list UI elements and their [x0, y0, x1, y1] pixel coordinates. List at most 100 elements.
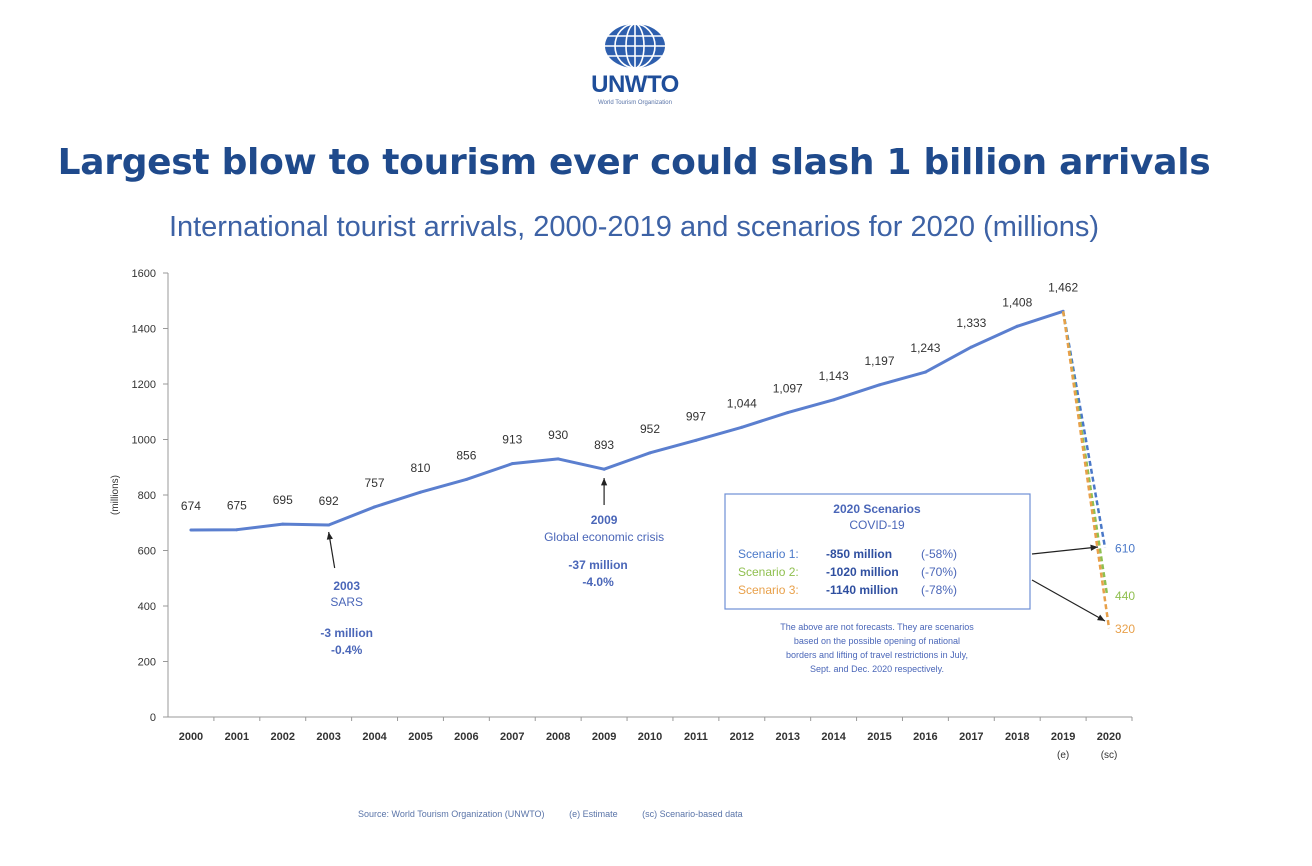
data-label: 930 — [548, 428, 568, 442]
x-tick-label: 2009 — [592, 731, 616, 743]
scenario-note-line: based on the possible opening of nationa… — [794, 636, 960, 646]
data-point — [327, 523, 331, 527]
y-tick-label: 1400 — [132, 324, 156, 336]
unwto-logo: UNWTO World Tourism Organization — [583, 22, 687, 114]
data-point — [373, 505, 377, 509]
data-label: 893 — [594, 438, 614, 452]
data-point — [464, 477, 468, 481]
data-label: 1,333 — [956, 316, 986, 330]
data-label: 675 — [227, 499, 247, 513]
scenario-arrow-1-head — [1090, 544, 1098, 551]
y-tick-label: 200 — [138, 657, 156, 669]
footer-scenario-note: (sc) Scenario-based data — [642, 809, 743, 819]
y-tick-label: 1600 — [132, 268, 156, 280]
data-label: 674 — [181, 499, 201, 513]
scenario-arrow-1 — [1031, 546, 1099, 555]
data-point — [740, 425, 744, 429]
data-label: 757 — [365, 476, 385, 490]
arrivals-line — [190, 309, 1064, 532]
scenario-row-value: -1140 million — [826, 583, 898, 597]
x-tick-note: (e) — [1057, 750, 1069, 761]
x-tick-label: 2006 — [454, 731, 478, 743]
scenario-arrow-2 — [1031, 579, 1106, 622]
data-label: 1,143 — [819, 369, 849, 383]
data-point — [694, 438, 698, 442]
data-label: 1,044 — [727, 396, 757, 410]
sars-arrow-head — [326, 532, 333, 540]
data-point — [923, 370, 927, 374]
data-label: 856 — [456, 448, 476, 462]
scenario-note-line: Sept. and Dec. 2020 respectively. — [810, 664, 944, 674]
data-point — [786, 411, 790, 415]
data-label: 692 — [319, 494, 339, 508]
data-point — [832, 398, 836, 402]
scenario-box — [724, 493, 1031, 610]
x-tick-note: (sc) — [1101, 750, 1118, 761]
data-point — [189, 528, 193, 532]
data-point — [1015, 324, 1019, 328]
x-tick-label: 2005 — [408, 731, 432, 743]
globe-icon — [605, 23, 665, 69]
data-point — [556, 457, 560, 461]
data-label: 1,097 — [773, 382, 803, 396]
y-tick-label: 1000 — [132, 435, 156, 447]
footer-estimate-note: (e) Estimate — [569, 809, 618, 819]
crisis-change: -37 million — [568, 558, 627, 572]
x-tick-label: 2020 — [1097, 731, 1121, 743]
x-tick-label: 2004 — [362, 731, 387, 743]
scenario-box-subtitle: COVID-19 — [849, 518, 905, 532]
x-tick-label: 2008 — [546, 731, 570, 743]
x-tick-label: 2019 — [1051, 731, 1075, 743]
x-tick-label: 2001 — [225, 731, 249, 743]
y-tick-label: 800 — [138, 490, 156, 502]
data-label: 913 — [502, 433, 522, 447]
logo-name: UNWTO — [591, 71, 679, 98]
scenario-row-name: Scenario 1: — [738, 547, 799, 561]
x-tick-label: 2002 — [271, 731, 295, 743]
logo-subtitle: World Tourism Organization — [598, 100, 672, 106]
data-label: 1,243 — [910, 341, 940, 355]
data-point — [602, 467, 606, 471]
y-tick-label: 600 — [138, 546, 156, 558]
x-tick-label: 2016 — [913, 731, 937, 743]
data-label: 1,197 — [865, 354, 895, 368]
sars-year: 2003 — [333, 579, 360, 593]
crisis-event: Global economic crisis — [544, 530, 664, 544]
scenario-row-name: Scenario 2: — [738, 565, 799, 579]
crisis-arrow-head — [600, 478, 608, 486]
scenario-row-name: Scenario 3: — [738, 583, 799, 597]
scenario-row-pct: (-70%) — [921, 565, 957, 579]
data-label: 997 — [686, 409, 706, 423]
scenario-line-3 — [1061, 311, 1111, 629]
y-axis-label: (millions) — [110, 475, 121, 515]
x-tick-label: 2007 — [500, 731, 524, 743]
x-tick-label: 2000 — [179, 731, 203, 743]
data-point — [878, 383, 882, 387]
sars-pct: -0.4% — [331, 643, 363, 657]
data-point — [648, 451, 652, 455]
y-tick-label: 400 — [138, 601, 156, 613]
sars-change: -3 million — [320, 626, 373, 640]
scenario-value-label: 440 — [1115, 589, 1135, 603]
data-label: 810 — [410, 461, 430, 475]
crisis-year: 2009 — [591, 513, 618, 527]
scenario-value-label: 610 — [1115, 542, 1135, 556]
data-point — [418, 490, 422, 494]
scenario-row-pct: (-58%) — [921, 547, 957, 561]
x-tick-label: 2015 — [867, 731, 891, 743]
x-tick-label: 2013 — [775, 731, 799, 743]
y-tick-label: 1200 — [132, 379, 156, 391]
y-tick-label: 0 — [150, 712, 156, 724]
data-point — [235, 528, 239, 532]
crisis-pct: -4.0% — [582, 575, 614, 589]
x-tick-label: 2012 — [730, 731, 754, 743]
sars-event: SARS — [330, 595, 363, 609]
data-point — [969, 345, 973, 349]
x-tick-label: 2011 — [684, 731, 708, 743]
scenario-row-pct: (-78%) — [921, 583, 957, 597]
x-tick-label: 2017 — [959, 731, 983, 743]
data-point — [281, 522, 285, 526]
x-tick-label: 2003 — [316, 731, 340, 743]
scenario-box-title: 2020 Scenarios — [833, 502, 921, 516]
data-label: 1,408 — [1002, 295, 1032, 309]
